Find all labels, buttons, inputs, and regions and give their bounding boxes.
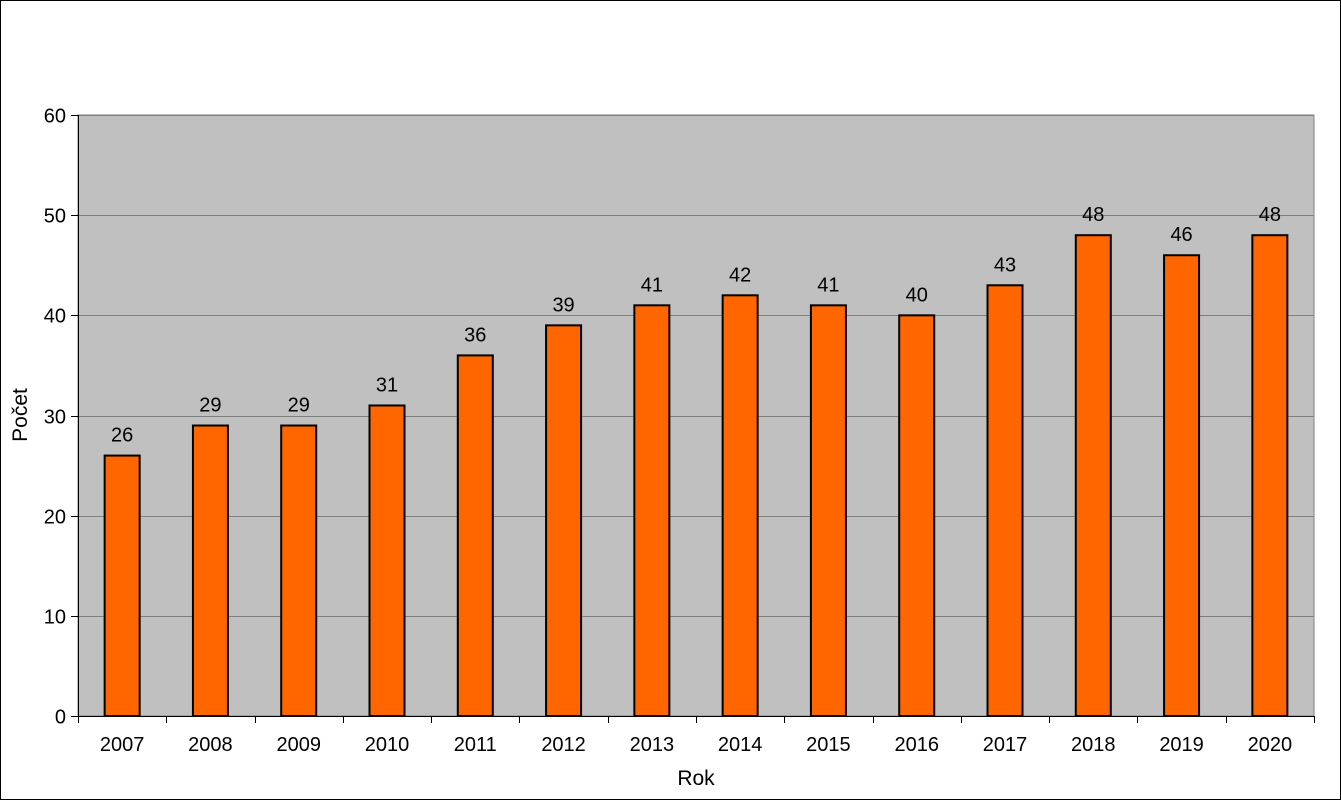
y-axis: 0 10 20 30 40 50 60 <box>44 106 79 729</box>
data-label-2020: 48 <box>1259 204 1281 226</box>
x-tick-label-2011: 2011 <box>454 734 497 756</box>
data-label-2007: 26 <box>111 425 133 447</box>
bars <box>103 234 1289 717</box>
bar-2009 <box>280 424 318 717</box>
data-label-2012: 39 <box>552 294 574 316</box>
bar-2010 <box>368 404 406 717</box>
data-label-2019: 46 <box>1170 224 1192 246</box>
bar-2011 <box>456 354 494 717</box>
data-label-2015: 41 <box>817 274 839 296</box>
bar-2020 <box>1251 234 1289 717</box>
data-label-2011: 36 <box>464 324 486 346</box>
x-axis: 2007 2008 2009 2010 2011 2012 2013 2014 2015 2016… <box>78 716 1315 756</box>
x-tick-label-2017: 2017 <box>983 734 1028 756</box>
x-tick-label-2008: 2008 <box>188 734 233 756</box>
bar-2018 <box>1074 234 1112 717</box>
data-label-2014: 42 <box>729 264 751 286</box>
data-label-2016: 40 <box>906 284 928 306</box>
x-tick-label-2015: 2015 <box>806 734 851 756</box>
bar-2016 <box>898 314 936 717</box>
data-label-2008: 29 <box>199 395 221 417</box>
bar-2019 <box>1163 254 1201 717</box>
data-label-2013: 41 <box>641 274 663 296</box>
x-tick-label-2020: 2020 <box>1248 734 1293 756</box>
bar-2008 <box>191 424 229 717</box>
bar-2007 <box>103 454 141 717</box>
x-tick-label-2010: 2010 <box>365 734 410 756</box>
bar-2014 <box>721 294 759 717</box>
x-tick-label-2007: 2007 <box>100 734 145 756</box>
data-label-2018: 48 <box>1082 204 1104 226</box>
data-label-2017: 43 <box>994 254 1016 276</box>
x-tick-label-2018: 2018 <box>1071 734 1116 756</box>
x-tick-label-2016: 2016 <box>894 734 939 756</box>
bar-2013 <box>633 304 671 717</box>
x-tick-label-2014: 2014 <box>718 734 763 756</box>
x-tick-label-2009: 2009 <box>276 734 321 756</box>
plot-area <box>77 114 1315 717</box>
y-tick-label: 50 <box>44 206 66 228</box>
y-tick-label: 40 <box>44 306 66 328</box>
data-labels: 26 29 29 31 36 39 41 42 41 40 43 48 46 48 <box>111 204 1281 446</box>
y-axis-title: Počet <box>9 388 32 442</box>
x-tick-label-2019: 2019 <box>1159 734 1204 756</box>
bar-2012 <box>545 324 583 717</box>
y-tick-label: 30 <box>44 407 66 429</box>
y-tick-label: 20 <box>44 507 66 529</box>
x-tick-label-2012: 2012 <box>541 734 586 756</box>
data-label-2010: 31 <box>376 374 398 396</box>
data-label-2009: 29 <box>288 395 310 417</box>
x-axis-title: Rok <box>677 767 715 790</box>
y-tick-label: 0 <box>55 707 66 729</box>
y-tick-label: 60 <box>44 106 66 128</box>
bar-2017 <box>986 284 1024 717</box>
bar-2015 <box>809 304 847 717</box>
y-tick-label: 10 <box>44 607 66 629</box>
x-tick-label-2013: 2013 <box>630 734 675 756</box>
